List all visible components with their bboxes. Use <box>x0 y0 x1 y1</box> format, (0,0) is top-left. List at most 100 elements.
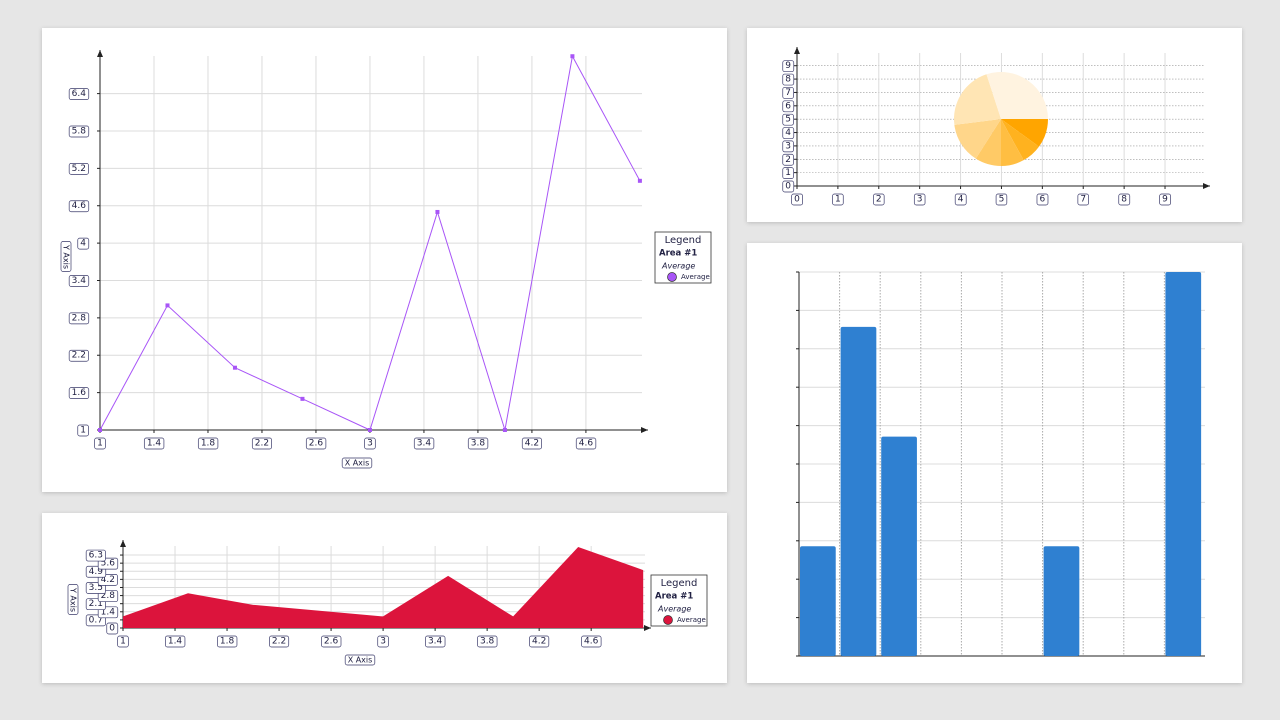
tick-box <box>1036 193 1049 206</box>
tick-box <box>782 140 794 153</box>
tick-box <box>197 437 219 450</box>
x-tick-label: 8 <box>1121 195 1127 205</box>
tick-box <box>832 193 844 206</box>
pie-slice <box>954 119 1001 159</box>
tick-box <box>321 635 342 648</box>
bar <box>881 436 917 656</box>
tick-box <box>995 193 1008 206</box>
x-tick-label: 3.4 <box>417 439 432 449</box>
tick-box <box>873 193 885 206</box>
tick-box <box>425 635 446 648</box>
x-tick-label: 1 <box>120 637 126 647</box>
y-tick-label: 2.8 <box>101 591 116 601</box>
x-tick-label: 1.8 <box>220 637 235 647</box>
axis-arrow <box>644 625 651 631</box>
point <box>570 54 575 59</box>
tick-box <box>782 60 795 73</box>
y-tick-label: 4.2 <box>101 575 115 585</box>
x-axis-label: X Axis <box>345 459 370 468</box>
y-tick-label: 2 <box>785 155 791 165</box>
bar <box>1043 546 1080 656</box>
legend-subtitle: Average <box>657 605 691 614</box>
tick-box <box>791 193 803 206</box>
tick-box <box>782 167 794 179</box>
x-tick-label: 1.4 <box>147 439 162 449</box>
y-tick-label: 4 <box>80 239 86 249</box>
x-axis-label: X Axis <box>348 656 373 665</box>
y-tick-label: 5.2 <box>72 164 86 174</box>
axis-arrow <box>794 47 800 54</box>
tick-box <box>68 88 90 100</box>
point <box>98 428 102 432</box>
point <box>637 178 642 183</box>
x-tick-label: 3.8 <box>471 439 486 449</box>
tick-box <box>68 200 90 213</box>
point <box>165 303 170 308</box>
legend-title: Legend <box>665 235 702 246</box>
pie-slice <box>1001 119 1024 166</box>
y-tick-label: 1.4 <box>101 607 116 617</box>
axis-arrow <box>120 540 126 547</box>
x-tick-label: 2 <box>876 195 882 205</box>
y-tick-label: 4.9 <box>89 567 104 577</box>
x-tick-label: 2.6 <box>324 637 339 647</box>
tick-box <box>67 584 79 615</box>
y-tick-label: 2.2 <box>72 351 86 361</box>
axis-arrow <box>641 427 648 433</box>
x-tick-label: 0 <box>794 195 800 205</box>
legend-group: Area #1 <box>659 249 697 259</box>
y-tick-label: 2.8 <box>72 313 87 323</box>
tick-box <box>68 163 89 175</box>
x-tick-label: 4.2 <box>532 637 546 647</box>
y-tick-label: 0.7 <box>89 615 103 625</box>
y-tick-label: 7 <box>785 88 791 98</box>
tick-box <box>1118 193 1131 206</box>
tick-box <box>364 437 376 450</box>
area <box>123 546 644 628</box>
tick-box <box>341 457 373 469</box>
point <box>367 428 372 432</box>
tick-box <box>782 180 795 193</box>
tick-box <box>77 424 89 437</box>
tick-box <box>954 193 967 206</box>
x-tick-label: 2.6 <box>309 439 324 449</box>
tick-box <box>305 437 327 450</box>
x-tick-label: 1.8 <box>201 439 216 449</box>
y-tick-label: 6.4 <box>72 89 87 99</box>
x-tick-label: 6 <box>1039 195 1045 205</box>
y-tick-label: 1 <box>80 426 86 436</box>
legend-group: Area #1 <box>655 592 693 602</box>
tick-box <box>60 241 72 272</box>
y-tick-label: 0 <box>785 182 791 192</box>
pie-slice <box>1001 119 1040 161</box>
x-tick-label: 3.4 <box>428 637 443 647</box>
legend-box <box>654 231 712 284</box>
y-tick-label: 6.3 <box>89 551 103 561</box>
bar <box>840 326 877 656</box>
y-tick-label: 0 <box>109 624 115 634</box>
x-tick-label: 5 <box>999 195 1005 205</box>
tick-box <box>377 635 389 648</box>
tick-box <box>68 387 90 399</box>
y-tick-label: 1.6 <box>72 388 87 398</box>
point <box>502 428 507 432</box>
tick-box <box>269 635 290 648</box>
y-axis-label: Y Axis <box>62 244 71 269</box>
tick-box <box>68 312 90 325</box>
bar <box>1165 272 1202 656</box>
y-tick-label: 8 <box>785 75 791 85</box>
y-tick-label: 3.5 <box>89 583 103 593</box>
x-tick-label: 3 <box>380 637 386 647</box>
x-tick-label: 1 <box>97 439 103 449</box>
x-tick-label: 2.2 <box>255 439 269 449</box>
pie-slice <box>954 74 1001 125</box>
tick-box <box>782 153 794 166</box>
y-tick-label: 3.4 <box>72 276 87 286</box>
y-tick-label: 5 <box>785 115 791 125</box>
x-tick-label: 3.8 <box>480 637 495 647</box>
axis-arrow <box>1203 183 1210 189</box>
point <box>300 396 305 401</box>
tick-box <box>85 549 106 562</box>
